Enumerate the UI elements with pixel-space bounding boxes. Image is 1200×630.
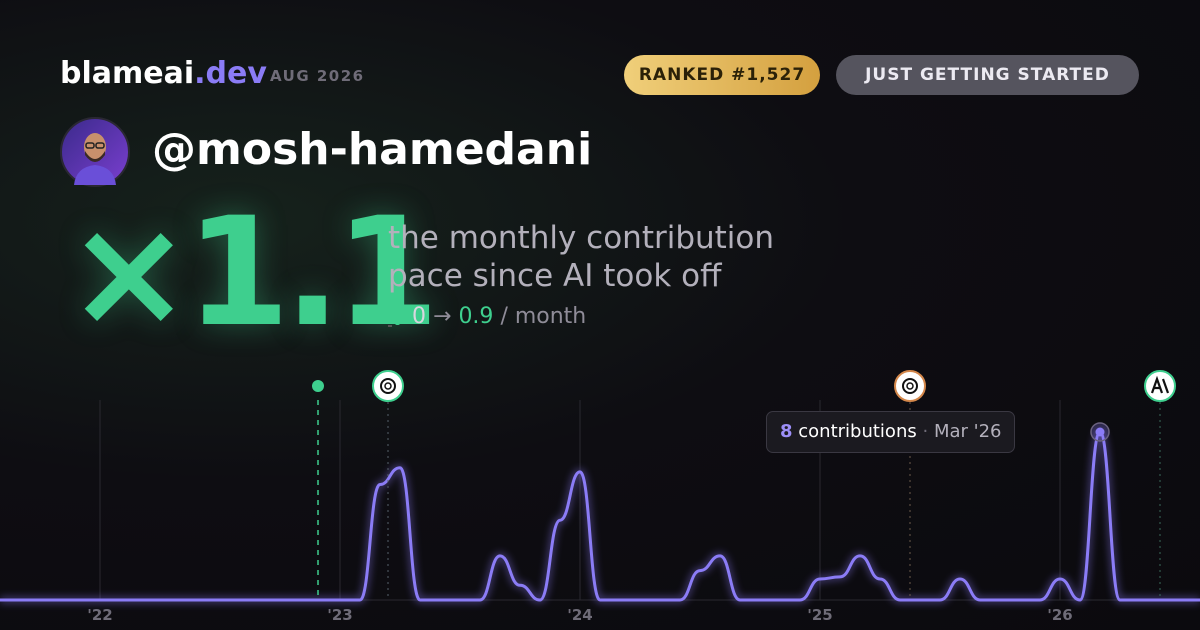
line-glow	[0, 428, 1200, 604]
before: 0	[412, 304, 426, 329]
tooltip-separator: ·	[922, 421, 929, 442]
period: AUG 2026	[270, 67, 365, 85]
hover-point	[1095, 427, 1105, 437]
after: 0.9	[458, 304, 494, 329]
tooltip-date: Mar '26	[933, 421, 1002, 442]
x-tick-label: '22	[87, 606, 112, 624]
x-tick-label: '24	[567, 606, 592, 624]
event-icon	[372, 370, 404, 402]
tooltip-text: contributions	[798, 421, 917, 442]
line	[0, 430, 1200, 602]
avatar	[60, 117, 130, 187]
x-tick-label: '23	[327, 606, 352, 624]
x-tick-label: '25	[807, 606, 832, 624]
multiplier: ×1.1	[66, 186, 439, 360]
brand: blameai.dev	[60, 56, 267, 91]
brand-domain: .dev	[194, 56, 267, 91]
pace-change: 0 → 0.9 / month	[388, 304, 586, 329]
brand-name: blameai	[60, 56, 195, 91]
tooltip-value: 8	[780, 421, 793, 442]
x-tick-label: '26	[1047, 606, 1072, 624]
event-icon	[1144, 370, 1176, 402]
description: the monthly contribution pace since AI t…	[388, 219, 774, 295]
rank-badge: RANKED #1,527	[624, 55, 820, 95]
event-dot	[312, 380, 324, 392]
handle: @mosh-hamedani	[152, 124, 593, 175]
status-badge: JUST GETTING STARTED	[836, 55, 1139, 95]
description-line: pace since AI took off	[388, 258, 722, 294]
mini-bar	[395, 308, 400, 325]
mini-bar	[388, 325, 392, 327]
arrow: →	[433, 304, 452, 329]
tooltip: 8 contributions · Mar '26	[766, 411, 1016, 453]
description-line: the monthly contribution	[388, 220, 775, 256]
unit: / month	[500, 304, 587, 329]
plot: '22 '23 '24 '25 '26	[0, 400, 1200, 624]
event-icon	[894, 370, 926, 402]
